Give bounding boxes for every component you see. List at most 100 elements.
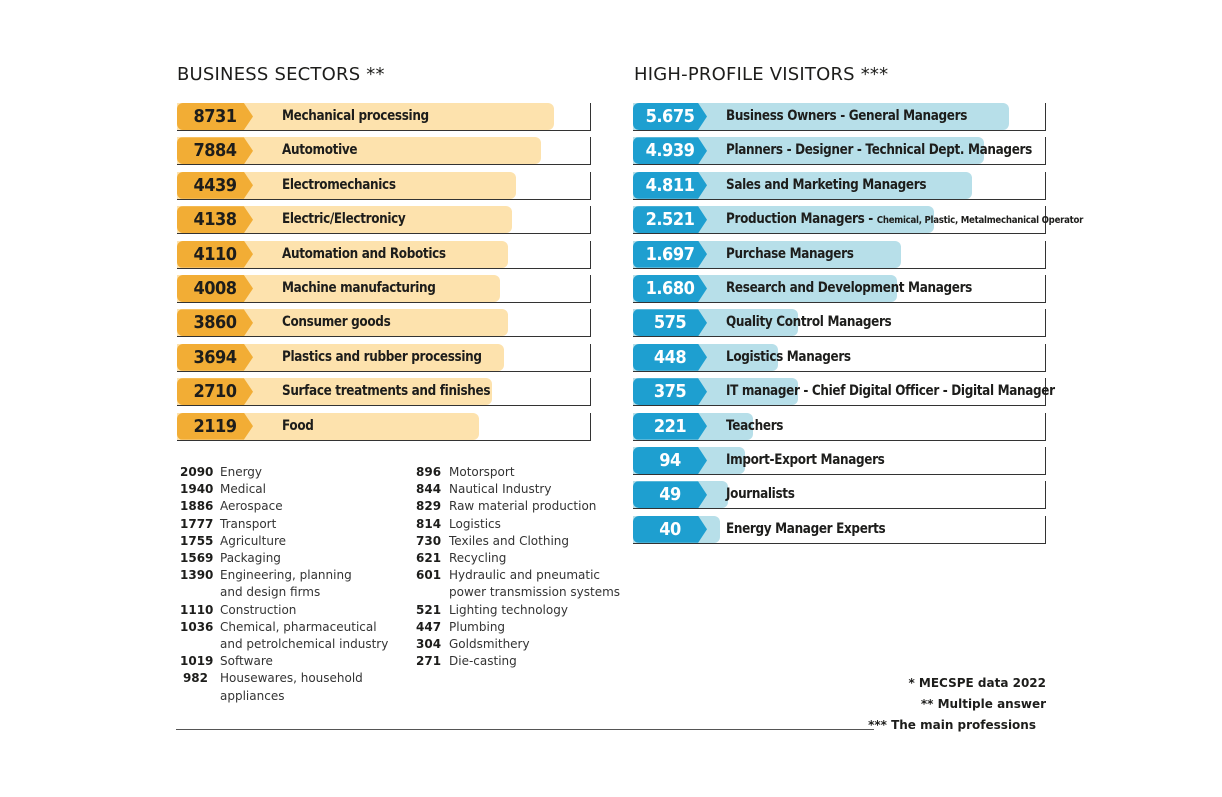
value-badge: 3694 <box>177 343 253 371</box>
bar-row: 3694 Plastics and rubber processing <box>177 343 591 372</box>
bar-row: 8731 Mechanical processing <box>177 103 591 131</box>
value-badge: 448 <box>633 343 707 371</box>
sector-name: Texiles and Clothing <box>449 533 569 548</box>
value-badge: 1.697 <box>633 240 707 268</box>
value-badge: 575 <box>633 309 707 337</box>
list-item: 1110 Construction <box>180 602 388 619</box>
main-professions-note: *** The main professions <box>868 718 1036 732</box>
sector-count: 1036 <box>180 619 214 634</box>
sector-name: Agriculture <box>220 533 286 548</box>
bar-row: 3860 Consumer goods <box>177 309 591 338</box>
sector-count: 1777 <box>180 516 214 531</box>
list-item: 521 Lighting technology <box>416 602 620 619</box>
category-label-main: Purchase Managers <box>726 245 854 262</box>
sector-name: Goldsmithery <box>449 637 530 652</box>
sector-count: 896 <box>416 465 442 479</box>
category-label: Mechanical processing <box>282 108 429 124</box>
bar-row: 4138 Electric/Electronicy <box>177 206 591 235</box>
bar-row: 575 Quality Control Managers <box>633 309 1046 338</box>
list-item: 829 Raw material production <box>416 498 620 515</box>
list-item: 844 Nautical Industry <box>416 481 620 498</box>
category-label-main: Quality Control Managers <box>726 314 892 331</box>
visitors-title: HIGH-PROFILE VISITORS *** <box>634 64 889 85</box>
category-label: Plastics and rubber processing <box>282 348 482 365</box>
sector-count: 521 <box>416 602 442 617</box>
bar-row: 2.521 Production Managers - Chemical, Pla… <box>633 206 1083 235</box>
value-badge: 1.680 <box>633 275 707 302</box>
category-label-detail: Chemical, Plastic, Metalmechanical Opera… <box>876 215 1084 227</box>
sector-name: Raw material production <box>449 499 597 514</box>
sector-name: Transport <box>220 516 277 531</box>
bar-row: 4.811 Sales and Marketing Managers <box>633 171 1046 200</box>
list-item: 1940 Medical <box>180 481 388 498</box>
bar-row: 2710 Surface treatments and finishes <box>177 378 591 407</box>
bar-row: 49 Journalists <box>633 481 1046 510</box>
category-label-main: Production Managers - <box>726 211 877 228</box>
sector-count: 829 <box>416 499 442 514</box>
category-label: Research and Development Managers <box>726 275 972 302</box>
bar-row: 94 Import-Export Managers <box>633 447 1046 475</box>
bar-row: 221 Teachers <box>633 412 1046 441</box>
sector-name: Hydraulic and pneumatic power transmissi… <box>449 568 621 600</box>
list-item: 2090 Energy <box>180 464 388 481</box>
value-badge: 3860 <box>177 309 253 337</box>
bar-row: 1.680 Research and Development Managers <box>633 275 1046 303</box>
sector-count: 1886 <box>180 499 214 514</box>
category-label: Energy Manager Experts <box>726 516 886 543</box>
list-item: 1777 Transport <box>180 516 388 533</box>
value-badge: 49 <box>633 481 707 509</box>
sector-count: 1110 <box>180 602 214 617</box>
sector-count: 1019 <box>180 654 214 669</box>
category-label-main: Energy Manager Experts <box>726 520 886 537</box>
list-item: 1755 Agriculture <box>180 533 388 550</box>
value-badge: 4110 <box>177 240 253 268</box>
sector-count: 621 <box>416 551 442 566</box>
sector-count: 982 <box>182 671 208 686</box>
category-label: Sales and Marketing Managers <box>726 172 927 199</box>
sector-name: Software <box>220 654 273 669</box>
multiple-answer-note: ** Multiple answer <box>920 697 1046 711</box>
category-label-main: Planners - Designer - Technical Dept. Ma… <box>726 142 1032 159</box>
value-badge: 5.675 <box>633 103 707 130</box>
sector-count: 1755 <box>180 533 214 548</box>
sector-name: Construction <box>220 602 297 617</box>
bar-row: 4439 Electromechanics <box>177 171 591 200</box>
category-label: Consumer goods <box>282 314 391 331</box>
value-badge: 4138 <box>177 206 253 234</box>
sector-name: Logistics <box>449 516 501 531</box>
value-badge: 375 <box>633 378 707 406</box>
value-badge: 4008 <box>177 275 253 302</box>
category-label-main: Import-Export Managers <box>726 452 885 468</box>
value-badge: 2119 <box>177 412 253 440</box>
sector-count: 447 <box>416 619 442 634</box>
value-badge: 4.811 <box>633 171 707 199</box>
value-badge: 221 <box>633 412 707 440</box>
category-label-main: Sales and Marketing Managers <box>726 176 927 193</box>
category-label: Electric/Electronicy <box>282 211 406 228</box>
bar-row: 1.697 Purchase Managers <box>633 240 1046 269</box>
list-item: 896 Motorsport <box>416 464 620 481</box>
category-label: Electromechanics <box>282 176 396 193</box>
list-item: 730 Texiles and Clothing <box>416 533 620 550</box>
value-badge: 2.521 <box>633 206 707 234</box>
category-label: Journalists <box>726 481 795 508</box>
category-label-main: IT manager - Chief Digital Officer - Dig… <box>726 383 1055 400</box>
list-item: 271 Die-casting <box>416 653 620 670</box>
value-badge: 4439 <box>177 171 253 199</box>
category-label: Import-Export Managers <box>726 447 885 474</box>
value-badge: 8731 <box>177 103 253 130</box>
category-label: Food <box>282 417 314 434</box>
value-badge: 4.939 <box>633 137 707 165</box>
sector-name: Die-casting <box>449 654 517 669</box>
sector-name: Motorsport <box>449 465 515 479</box>
list-item: 447 Plumbing <box>416 619 620 636</box>
list-item: 1390 Engineering, planning and design fir… <box>180 567 388 601</box>
sector-name: Engineering, planning and design firms <box>220 568 352 600</box>
category-label: Automation and Robotics <box>282 245 446 262</box>
category-label: Surface treatments and finishes <box>282 383 491 400</box>
value-badge: 7884 <box>177 137 253 165</box>
category-label: Machine manufacturing <box>282 280 436 296</box>
other-sectors-col1: 2090 Energy 1940 Medical 1886 Aerospace 1777 Tr… <box>180 464 388 705</box>
sector-name: Packaging <box>220 551 281 566</box>
sector-count: 304 <box>416 637 442 652</box>
